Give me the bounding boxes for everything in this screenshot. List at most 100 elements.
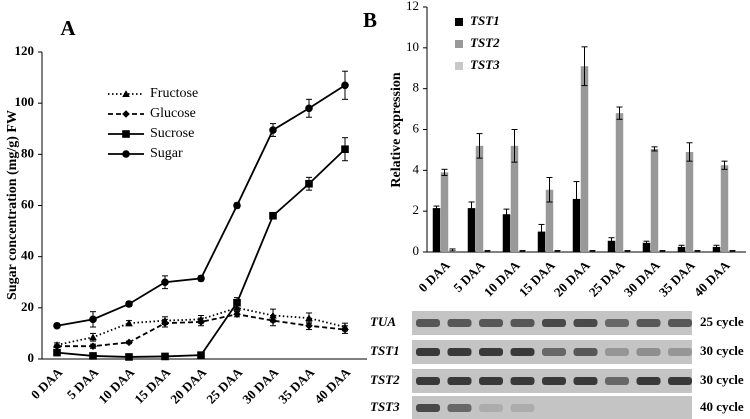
bar <box>537 231 546 252</box>
bar <box>677 246 686 252</box>
marker <box>89 333 97 341</box>
y-tick-label: 120 <box>15 43 35 58</box>
legend-swatch <box>455 18 463 26</box>
gel-band <box>542 319 566 327</box>
x-tick-label: 15 DAA <box>516 257 558 299</box>
y-tick-label: 0 <box>413 243 420 258</box>
bar <box>607 240 616 252</box>
gel-band <box>573 348 598 356</box>
legend-swatch <box>455 40 463 48</box>
marker <box>125 353 133 361</box>
y-tick-label: 40 <box>21 248 34 263</box>
y-tick-label: 100 <box>15 94 35 109</box>
bar <box>545 189 554 252</box>
bar <box>467 208 476 252</box>
marker <box>305 314 313 322</box>
y-tick-label: 60 <box>21 196 34 211</box>
x-tick-label: 40 DAA <box>311 364 353 406</box>
marker <box>122 110 130 118</box>
y-tick-label: 6 <box>413 120 420 135</box>
gel-band <box>447 404 472 412</box>
marker <box>122 90 130 98</box>
cycle-label: 25 cycle <box>700 314 744 329</box>
x-tick-label: 35 DAA <box>275 364 317 406</box>
gel-band <box>542 348 566 356</box>
gel-band <box>479 404 503 412</box>
gel-band <box>605 348 629 356</box>
x-tick-label: 25 DAA <box>203 364 245 406</box>
legend-label: Sugar <box>150 146 183 161</box>
gel-band <box>636 377 661 385</box>
bar <box>615 113 624 253</box>
marker <box>341 81 349 90</box>
marker <box>53 348 61 357</box>
gel-band <box>447 319 472 327</box>
marker <box>53 342 61 351</box>
y-tick-label: 10 <box>406 39 419 54</box>
gel-band <box>416 377 440 385</box>
marker <box>233 310 241 319</box>
cycle-label: 40 cycle <box>700 399 744 414</box>
x-tick-label: 20 DAA <box>167 364 209 406</box>
marker <box>89 315 97 324</box>
bar <box>510 145 519 252</box>
y-tick-label: 2 <box>413 202 420 217</box>
gel-band <box>605 319 629 327</box>
gel-band <box>416 319 440 327</box>
y-tick-label: 0 <box>28 350 35 365</box>
marker <box>197 274 205 283</box>
y-tick-label: 20 <box>21 299 34 314</box>
marker <box>161 352 169 361</box>
marker <box>305 321 313 330</box>
bar <box>650 148 659 252</box>
marker <box>233 298 241 307</box>
cycle-label: 30 cycle <box>700 343 744 358</box>
marker <box>122 130 130 138</box>
gel-band <box>447 377 472 385</box>
x-tick-label: 25 DAA <box>586 257 628 299</box>
gel-band <box>479 319 503 327</box>
panel-label: B <box>363 8 377 32</box>
gel-band <box>668 319 692 327</box>
bar <box>720 165 729 252</box>
marker <box>233 201 241 210</box>
gel-band <box>668 377 692 385</box>
marker <box>161 278 169 287</box>
gel-band <box>510 377 535 385</box>
line <box>57 313 346 348</box>
bar <box>475 145 484 252</box>
gel-lane-strip <box>412 396 692 419</box>
marker <box>53 321 61 330</box>
bar <box>572 198 581 252</box>
x-tick-label: 15 DAA <box>131 364 173 406</box>
x-tick-label: 35 DAA <box>656 257 698 299</box>
legend-swatch <box>455 62 463 70</box>
x-tick-label: 20 DAA <box>551 257 593 299</box>
x-tick-label: 0 DAA <box>415 257 453 295</box>
legend-label: Fructose <box>150 86 198 101</box>
gel-band <box>416 404 440 412</box>
x-tick-label: 40 DAA <box>691 257 733 299</box>
legend-label: Sucrose <box>150 126 194 141</box>
gel-band <box>479 348 503 356</box>
y-axis-label: Sugar concentration (mg/g) FW <box>5 110 20 300</box>
bar <box>685 151 694 252</box>
marker <box>122 150 130 158</box>
marker <box>161 319 169 327</box>
bar <box>712 246 721 252</box>
gel-band <box>605 377 629 385</box>
bar <box>642 242 651 252</box>
gel-band <box>668 348 692 356</box>
legend-label: TST2 <box>470 35 500 50</box>
line <box>56 84 346 327</box>
gel-band <box>573 319 598 327</box>
marker <box>89 342 97 351</box>
x-tick-label: 10 DAA <box>481 257 523 299</box>
panel-label: A <box>60 16 76 40</box>
gel-band <box>573 377 598 385</box>
line <box>56 306 346 346</box>
y-tick-label: 8 <box>413 80 420 95</box>
marker <box>341 325 349 334</box>
gel-band <box>510 404 535 412</box>
